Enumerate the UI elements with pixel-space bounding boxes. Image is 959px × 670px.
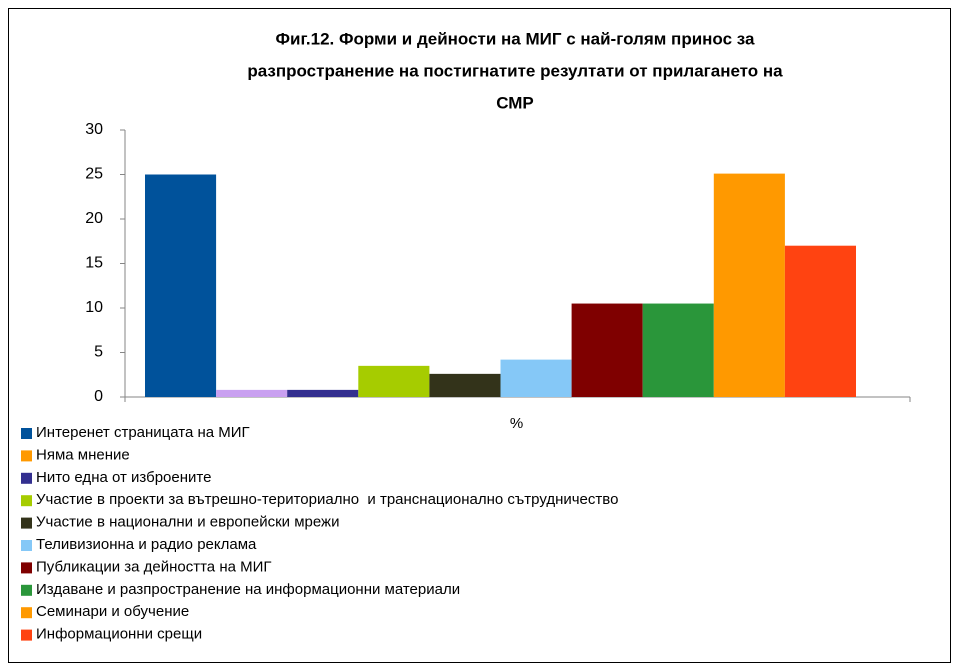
legend-label: Участие в национални и европейски мрежи — [36, 514, 339, 531]
legend-label: Издаване и разпространение на информацио… — [36, 581, 460, 598]
bar — [145, 174, 217, 397]
legend-swatch — [21, 495, 32, 507]
legend-swatch — [21, 517, 32, 529]
y-tick-label: 0 — [94, 388, 103, 405]
bar — [642, 303, 714, 397]
legend-swatch — [21, 607, 32, 619]
legend-label: Участие в проекти за вътрешно-териториал… — [36, 491, 618, 508]
legend-label: Публикации за дейността на МИГ — [36, 558, 272, 575]
legend-label: Теливизионна и радио реклама — [36, 536, 257, 553]
y-tick-label: 20 — [85, 210, 103, 227]
legend-label: Няма мнение — [36, 446, 130, 463]
bar — [713, 173, 785, 397]
bar — [571, 303, 643, 397]
chart-title: разпространение на постигнатите резултат… — [247, 61, 783, 80]
legend-swatch — [21, 428, 32, 439]
legend-label: Нито една от изброените — [36, 469, 211, 486]
legend-swatch — [21, 584, 32, 596]
legend-swatch — [21, 450, 32, 462]
legend-swatch — [21, 562, 32, 574]
y-tick-label: 15 — [85, 255, 103, 272]
y-tick-label: 5 — [94, 344, 103, 361]
legend-label: Информационни срещи — [36, 626, 202, 643]
x-tick-label: % — [510, 415, 523, 432]
y-tick-label: 25 — [85, 166, 103, 183]
legend-label: Интеренет страницата на МИГ — [36, 424, 250, 441]
y-tick-label: 10 — [85, 299, 103, 316]
legend-swatch — [21, 629, 32, 641]
bar — [216, 389, 288, 397]
bar — [500, 359, 572, 397]
legend-label: Семинари и обучение — [36, 603, 189, 620]
bar — [287, 389, 359, 397]
bar — [429, 373, 501, 397]
chart-title: Фиг.12. Форми и дейности на МИГ с най-го… — [276, 29, 755, 48]
chart-title: СМР — [496, 93, 534, 112]
y-tick-label: 30 — [85, 121, 103, 138]
legend-swatch — [21, 472, 32, 484]
legend-swatch — [21, 540, 32, 551]
bar — [784, 245, 856, 397]
bar — [358, 365, 430, 397]
